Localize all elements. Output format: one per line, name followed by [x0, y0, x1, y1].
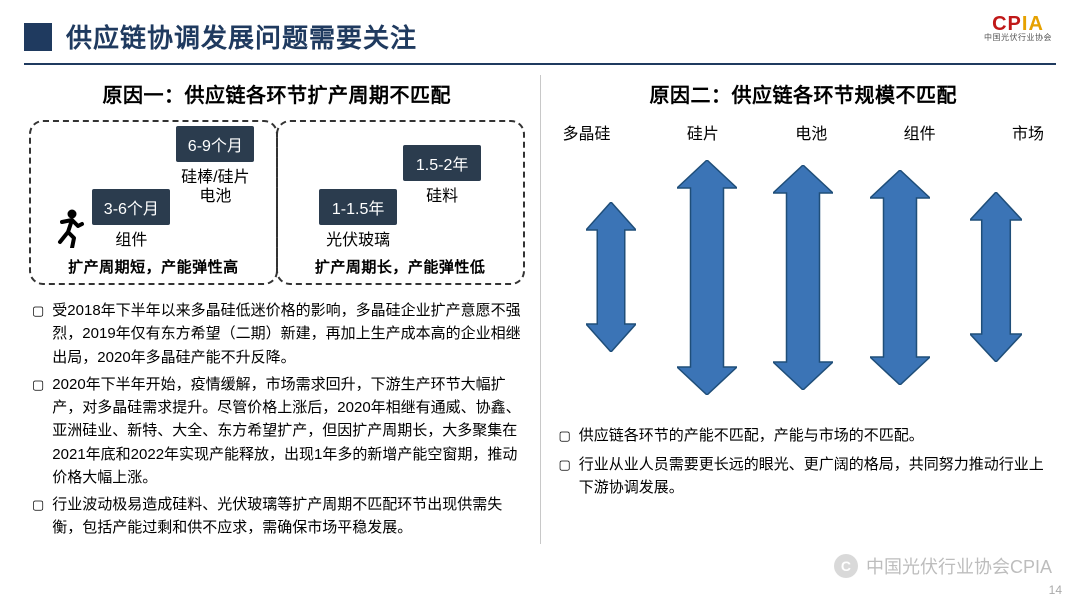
arrow-label: 多晶硅 [563, 120, 611, 144]
runner-icon [52, 208, 86, 248]
step-chip: 6-9个月 [176, 126, 254, 162]
left-bullets: 受2018年下半年以来多晶硅低迷价格的影响，多晶硅企业扩产意愿不强烈，2019年… [28, 285, 526, 540]
header: 供应链协调发展问题需要关注 [0, 0, 1080, 63]
left-subtitle: 原因一：供应链各环节扩产周期不匹配 [28, 75, 526, 120]
arrow-label: 组件 [904, 120, 936, 144]
arrows-row [555, 150, 1053, 410]
step-label: 硅棒/硅片 电池 [181, 162, 249, 206]
step-chip: 1-1.5年 [319, 189, 397, 225]
right-bullets: 供应链各环节的产能不匹配，产能与市场的不匹配。 行业从业人员需要更长远的眼光、更… [555, 410, 1053, 499]
step-chip: 1.5-2年 [403, 145, 481, 181]
step-label: 硅料 [426, 181, 458, 206]
arrow-label: 硅片 [687, 120, 719, 144]
step-chip: 3-6个月 [92, 189, 170, 225]
step-ingot-wafer-cell: 6-9个月 硅棒/硅片 电池 [176, 126, 254, 206]
watermark-text: 中国光伏行业协会CPIA [866, 553, 1052, 579]
arrow-label: 电池 [795, 120, 827, 144]
bullet-item: 行业波动极易造成硅料、光伏玻璃等扩产周期不匹配环节出现供需失衡，包括产能过剩和供… [32, 493, 522, 540]
watermark: C 中国光伏行业协会CPIA [834, 553, 1052, 579]
step-polysilicon: 1.5-2年 硅料 [403, 145, 481, 206]
page-title: 供应链协调发展问题需要关注 [66, 18, 417, 55]
step-module: 3-6个月 组件 [92, 189, 170, 250]
step-glass: 1-1.5年 光伏玻璃 [319, 189, 397, 250]
double-arrow [948, 192, 1044, 362]
column-divider [540, 75, 541, 544]
arrow-labels: 多晶硅 硅片 电池 组件 市场 [555, 120, 1053, 150]
double-arrow [563, 202, 659, 352]
double-arrow [851, 170, 947, 385]
arrow-label: 市场 [1012, 120, 1044, 144]
title-square [24, 23, 52, 51]
left-column: 原因一：供应链各环节扩产周期不匹配 3-6个月 组件 6-9个 [18, 75, 536, 544]
double-arrow [755, 165, 851, 390]
right-subtitle: 原因二：供应链各环节规模不匹配 [555, 75, 1053, 120]
diagram-box-short: 3-6个月 组件 6-9个月 硅棒/硅片 电池 扩产周期短，产能弹性高 [29, 120, 278, 285]
box-caption: 扩产周期短，产能弹性高 [68, 250, 239, 277]
bullet-item: 供应链各环节的产能不匹配，产能与市场的不匹配。 [559, 424, 1049, 449]
box-caption: 扩产周期长，产能弹性低 [315, 250, 486, 277]
content-columns: 原因一：供应链各环节扩产周期不匹配 3-6个月 组件 6-9个 [0, 65, 1080, 544]
double-arrow [659, 160, 755, 395]
wechat-icon: C [834, 554, 858, 578]
page-number: 14 [1049, 583, 1062, 597]
expansion-cycle-diagram: 3-6个月 组件 6-9个月 硅棒/硅片 电池 扩产周期短，产能弹性高 1-1.… [28, 120, 526, 285]
org-logo: CPIA 中国光伏行业协会 [984, 14, 1052, 42]
diagram-box-long: 1-1.5年 光伏玻璃 1.5-2年 硅料 扩产周期长，产能弹性低 [276, 120, 525, 285]
step-label: 组件 [115, 225, 147, 250]
step-label: 光伏玻璃 [326, 225, 390, 250]
bullet-item: 受2018年下半年以来多晶硅低迷价格的影响，多晶硅企业扩产意愿不强烈，2019年… [32, 299, 522, 369]
right-column: 原因二：供应链各环节规模不匹配 多晶硅 硅片 电池 组件 市场 供应链各环节的产… [545, 75, 1063, 544]
bullet-item: 2020年下半年开始，疫情缓解，市场需求回升，下游生产环节大幅扩产，对多晶硅需求… [32, 373, 522, 489]
bullet-item: 行业从业人员需要更长远的眼光、更广阔的格局，共同努力推动行业上下游协调发展。 [559, 453, 1049, 500]
